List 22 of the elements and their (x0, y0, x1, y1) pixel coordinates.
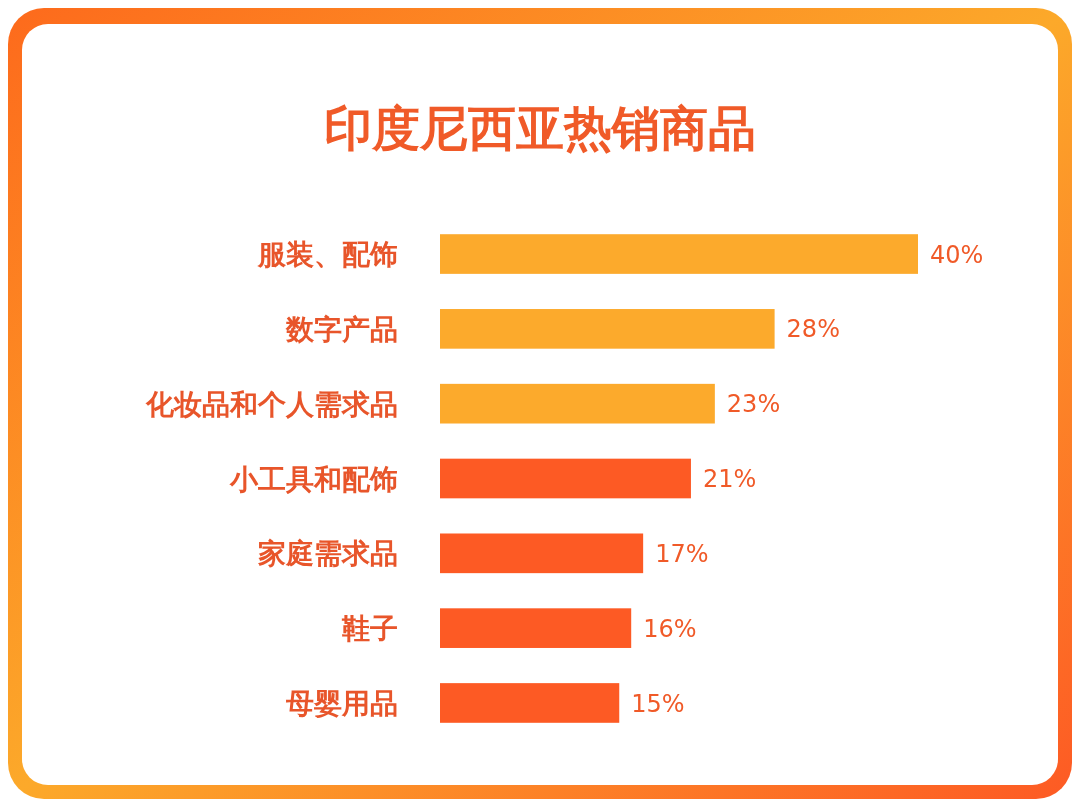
bar (440, 608, 632, 648)
data-label: 23% (726, 390, 781, 419)
y-tick-label: 服装、配饰 (257, 238, 398, 272)
y-tick-label: 鞋子 (341, 612, 398, 646)
data-label: 28% (786, 315, 840, 344)
bar (440, 383, 715, 424)
chart-title: 印度尼西亚热销商品 (324, 100, 756, 156)
bar (440, 683, 620, 723)
y-tick-label: 家庭需求品 (257, 537, 398, 571)
data-label: 15% (631, 689, 685, 718)
data-label: 16% (643, 614, 697, 643)
y-tick-label: 小工具和配饰 (229, 462, 398, 496)
data-label: 40% (930, 240, 984, 269)
y-tick-label: 数字产品 (285, 312, 398, 346)
bar (440, 533, 644, 574)
bar (440, 234, 918, 274)
y-tick-label: 母婴用品 (285, 687, 398, 721)
bar (440, 309, 775, 349)
bar (440, 458, 691, 499)
data-label: 21% (702, 465, 757, 494)
y-tick-label: 化妆品和个人需求品 (145, 387, 398, 421)
data-label: 17% (655, 539, 709, 568)
